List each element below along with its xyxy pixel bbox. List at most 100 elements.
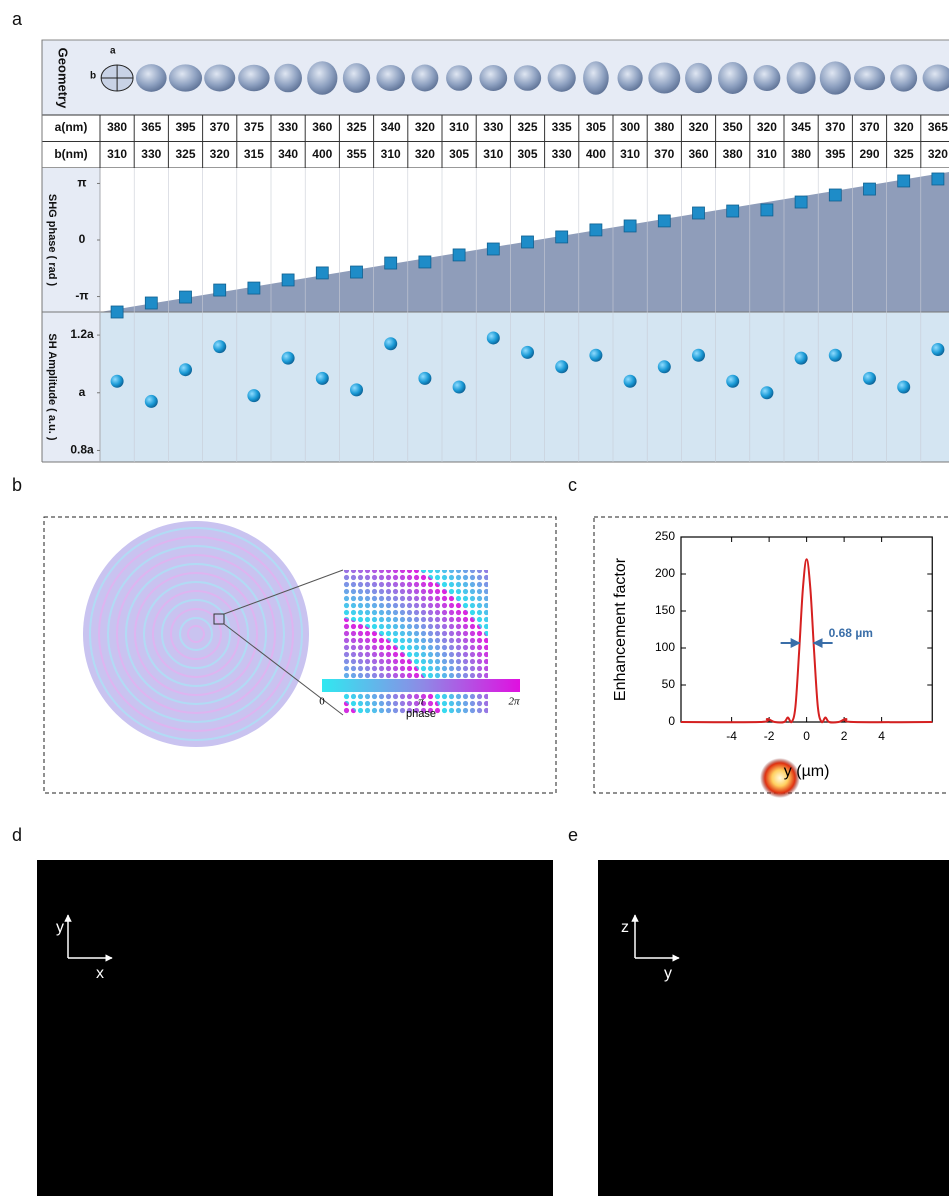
nanostructure — [685, 62, 712, 94]
cell: 305 — [517, 147, 537, 161]
nanostructure — [819, 61, 851, 95]
colorbar — [322, 679, 520, 692]
nanostructure — [547, 64, 576, 92]
zoom-line — [223, 569, 344, 615]
y-axis-label: SH Amplitude ( a.u. ) — [46, 333, 58, 440]
cell: 340 — [381, 120, 401, 134]
x-tick-label: -4 — [726, 729, 737, 743]
y-tick-label: π — [77, 176, 86, 190]
y-tick-label: 250 — [655, 529, 675, 543]
cell: 305 — [449, 147, 469, 161]
cell: 335 — [552, 120, 572, 134]
panel-label: e — [568, 825, 578, 845]
nanostructure — [648, 62, 681, 94]
marker — [281, 351, 295, 365]
marker — [760, 203, 774, 217]
cell: 330 — [552, 147, 572, 161]
y-tick-label: 50 — [662, 677, 676, 691]
cell: 350 — [723, 120, 743, 134]
cell: 310 — [483, 147, 503, 161]
panel-label: d — [12, 825, 22, 845]
plot-frame — [680, 536, 933, 723]
cell: 365 — [141, 120, 161, 134]
marker — [692, 206, 705, 220]
zoom-line — [223, 623, 344, 716]
cell: 370 — [859, 120, 879, 134]
cell: 395 — [825, 147, 845, 161]
marker — [555, 360, 569, 374]
marker — [452, 380, 466, 394]
cell: 320 — [210, 147, 230, 161]
x-tick-label: 0 — [803, 729, 810, 743]
marker — [110, 374, 124, 388]
marker — [863, 371, 876, 385]
marker — [657, 360, 671, 374]
nanostructure — [513, 65, 542, 91]
marker — [931, 343, 945, 356]
marker — [521, 345, 534, 359]
geometry-label: Geometry — [56, 48, 71, 109]
y-tick-label: 100 — [655, 640, 675, 654]
cell: 305 — [586, 120, 606, 134]
field-map — [37, 860, 553, 1196]
marker — [144, 394, 158, 408]
cell: 325 — [517, 120, 537, 134]
axis-label: z — [621, 919, 629, 936]
cell: 320 — [894, 120, 914, 134]
marker — [486, 242, 500, 256]
cell: 380 — [654, 120, 674, 134]
cell: 320 — [928, 147, 948, 161]
colorbar-tick: 2π — [508, 696, 520, 708]
axis-label: a — [110, 46, 116, 57]
cell: 320 — [415, 147, 435, 161]
y-tick-label: 200 — [655, 566, 675, 580]
annotation: 0.68 µm — [829, 626, 873, 640]
colorbar-label: phase — [406, 708, 436, 720]
cell: 370 — [210, 120, 230, 134]
marker — [452, 248, 466, 262]
axis-label: x — [96, 965, 104, 982]
nanostructure — [617, 64, 643, 92]
marker — [281, 273, 295, 287]
marker — [247, 389, 261, 403]
marker — [350, 265, 363, 279]
rings — [89, 527, 303, 741]
marker — [555, 230, 569, 244]
cell: 355 — [346, 147, 366, 161]
cell: 330 — [141, 147, 161, 161]
marker — [623, 374, 637, 388]
marker — [726, 204, 740, 218]
y-tick-label: 1.2a — [70, 327, 94, 341]
marker — [179, 290, 192, 304]
nanostructure — [238, 64, 270, 92]
cell: 330 — [278, 120, 298, 134]
nanostructure — [890, 64, 918, 92]
cell: 330 — [483, 120, 503, 134]
cell: 395 — [175, 120, 195, 134]
cell: 360 — [312, 120, 332, 134]
cell: 380 — [723, 147, 743, 161]
cell: 325 — [894, 147, 914, 161]
marker — [931, 172, 945, 186]
cell: 320 — [757, 120, 777, 134]
marker — [110, 305, 124, 319]
marker — [521, 235, 534, 249]
nanostructure — [922, 64, 949, 92]
row-label: b(nm) — [54, 147, 87, 161]
nanostructure — [135, 64, 167, 92]
marker — [863, 182, 876, 196]
zoom-view — [343, 570, 488, 715]
cell: 380 — [107, 120, 127, 134]
nanostructure — [583, 61, 609, 95]
focus — [250, 770, 330, 784]
cell: 370 — [654, 147, 674, 161]
line — [680, 558, 933, 724]
panel-label: a — [12, 9, 23, 29]
marker — [794, 351, 808, 365]
marker — [692, 348, 705, 362]
x-axis-label: y (µm) — [784, 763, 830, 780]
y-tick-label: a — [79, 385, 86, 399]
axis-label: y — [56, 919, 64, 936]
marker — [589, 348, 603, 362]
